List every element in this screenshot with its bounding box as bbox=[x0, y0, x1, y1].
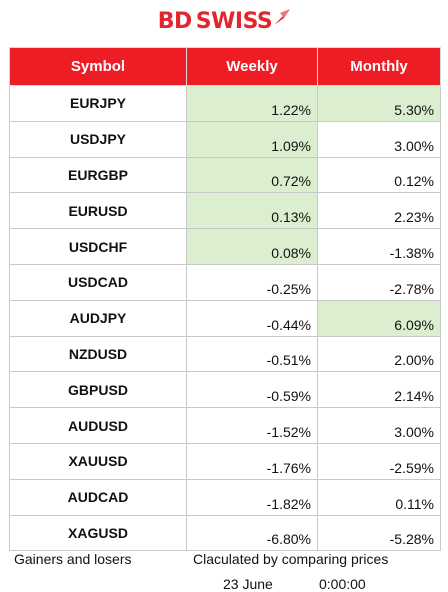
table-row: XAUUSD -1.76% -2.59% bbox=[9, 442, 441, 480]
table-row: EURJPY 1.22% 5.30% bbox=[9, 85, 441, 122]
weekly-cell: 0.72% bbox=[186, 156, 318, 194]
footer-date: 23 June bbox=[223, 576, 273, 592]
symbol-cell: EURGBP bbox=[9, 156, 187, 194]
weekly-cell: -1.82% bbox=[186, 478, 318, 516]
symbol-cell: XAGUSD bbox=[9, 514, 187, 552]
table-row: GBPUSD -0.59% 2.14% bbox=[9, 371, 441, 409]
rates-table: Symbol Weekly Monthly EURJPY 1.22% 5.30% US… bbox=[9, 47, 441, 552]
monthly-cell: -5.28% bbox=[317, 514, 441, 552]
logo-arrow-icon bbox=[274, 9, 291, 25]
footer-note: Claculated by comparing prices bbox=[193, 551, 389, 567]
monthly-cell: 0.12% bbox=[317, 156, 441, 194]
weekly-cell: -0.51% bbox=[186, 335, 318, 373]
monthly-cell: 2.14% bbox=[317, 371, 441, 409]
header-symbol: Symbol bbox=[9, 47, 187, 86]
monthly-cell: -2.59% bbox=[317, 442, 441, 480]
monthly-cell: 2.23% bbox=[317, 192, 441, 230]
logo-text-swiss: SWISS bbox=[195, 8, 273, 34]
symbol-cell: USDJPY bbox=[9, 120, 187, 158]
monthly-cell: -2.78% bbox=[317, 263, 441, 301]
weekly-cell: -6.80% bbox=[186, 514, 318, 552]
table-row: AUDUSD -1.52% 3.00% bbox=[9, 407, 441, 444]
symbol-cell: AUDUSD bbox=[9, 407, 187, 444]
weekly-cell: -0.25% bbox=[186, 263, 318, 301]
symbol-cell: AUDJPY bbox=[9, 299, 187, 337]
monthly-cell: 5.30% bbox=[317, 85, 441, 122]
weekly-cell: -0.44% bbox=[186, 299, 318, 337]
table-row: NZDUSD -0.51% 2.00% bbox=[9, 335, 441, 373]
table-row: AUDCAD -1.82% 0.11% bbox=[9, 478, 441, 516]
weekly-cell: -1.76% bbox=[186, 442, 318, 480]
bdswiss-logo: BD SWISS bbox=[0, 8, 448, 34]
monthly-cell: 3.00% bbox=[317, 407, 441, 444]
symbol-cell: AUDCAD bbox=[9, 478, 187, 516]
monthly-cell: 6.09% bbox=[317, 299, 441, 337]
table-row: EURGBP 0.72% 0.12% bbox=[9, 156, 441, 194]
table-row: XAGUSD -6.80% -5.28% bbox=[9, 514, 441, 552]
symbol-cell: USDCHF bbox=[9, 228, 187, 265]
weekly-cell: 1.09% bbox=[186, 120, 318, 158]
table-header-row: Symbol Weekly Monthly bbox=[9, 47, 441, 86]
table-row: AUDJPY -0.44% 6.09% bbox=[9, 299, 441, 337]
weekly-cell: -0.59% bbox=[186, 371, 318, 409]
logo-text-bd: BD bbox=[157, 8, 193, 34]
symbol-cell: NZDUSD bbox=[9, 335, 187, 373]
footer-time: 0:00:00 bbox=[319, 576, 366, 592]
table-row: USDCHF 0.08% -1.38% bbox=[9, 228, 441, 265]
table-row: USDJPY 1.09% 3.00% bbox=[9, 120, 441, 158]
monthly-cell: -1.38% bbox=[317, 228, 441, 265]
weekly-cell: -1.52% bbox=[186, 407, 318, 444]
monthly-cell: 2.00% bbox=[317, 335, 441, 373]
table-row: USDCAD -0.25% -2.78% bbox=[9, 263, 441, 301]
table-row: EURUSD 0.13% 2.23% bbox=[9, 192, 441, 230]
header-weekly: Weekly bbox=[186, 47, 318, 86]
footer-label: Gainers and losers bbox=[14, 551, 132, 567]
symbol-cell: USDCAD bbox=[9, 263, 187, 301]
symbol-cell: XAUUSD bbox=[9, 442, 187, 480]
header-monthly: Monthly bbox=[317, 47, 441, 86]
weekly-cell: 1.22% bbox=[186, 85, 318, 122]
symbol-cell: EURJPY bbox=[9, 85, 187, 122]
weekly-cell: 0.08% bbox=[186, 228, 318, 265]
monthly-cell: 0.11% bbox=[317, 478, 441, 516]
symbol-cell: GBPUSD bbox=[9, 371, 187, 409]
weekly-cell: 0.13% bbox=[186, 192, 318, 230]
symbol-cell: EURUSD bbox=[9, 192, 187, 230]
monthly-cell: 3.00% bbox=[317, 120, 441, 158]
